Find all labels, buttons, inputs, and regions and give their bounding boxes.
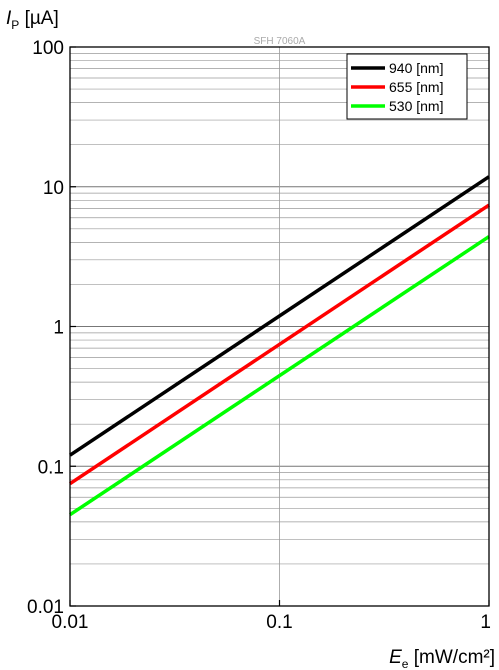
y-tick-label: 1 (53, 318, 64, 339)
x-axis-label: Ee [mW/cm²] (389, 647, 495, 670)
data-series (69, 175, 490, 517)
series-line (69, 235, 490, 517)
svg-text:IP [µA]: IP [µA] (6, 8, 59, 32)
chart-watermark: SFH 7060A (254, 36, 306, 47)
legend-label: 655 [nm] (389, 79, 443, 95)
grid-lines (70, 47, 489, 606)
x-axis-subscript: e (402, 657, 409, 670)
y-axis-label: IP [µA] (6, 8, 59, 32)
y-axis-subscript: P (11, 18, 19, 32)
legend: 940 [nm] 655 [nm] 530 [nm] (346, 53, 468, 120)
y-axis-unit: [µA] (19, 8, 58, 29)
legend-label: 530 [nm] (389, 98, 443, 114)
x-axis-symbol: E (389, 647, 402, 668)
x-tick-label: 0.1 (266, 612, 292, 633)
y-tick-label: 0.1 (38, 457, 64, 478)
series-line (69, 203, 490, 486)
x-tick-label: 0.01 (52, 612, 89, 633)
axis-ticks: 0.01 0.1 1 10 100 0.01 0.1 1 (27, 38, 491, 633)
x-tick-label: 1 (480, 612, 491, 633)
x-axis-unit: [mW/cm²] (408, 647, 495, 668)
y-axis-symbol: I (6, 8, 12, 29)
y-tick-label: 10 (43, 178, 64, 199)
svg-text:Ee [mW/cm²]: Ee [mW/cm²] (389, 647, 495, 670)
series-line (69, 175, 490, 457)
legend-label: 940 [nm] (389, 60, 443, 76)
y-tick-label: 100 (32, 38, 64, 59)
y-tick-label: 0.01 (27, 597, 64, 618)
